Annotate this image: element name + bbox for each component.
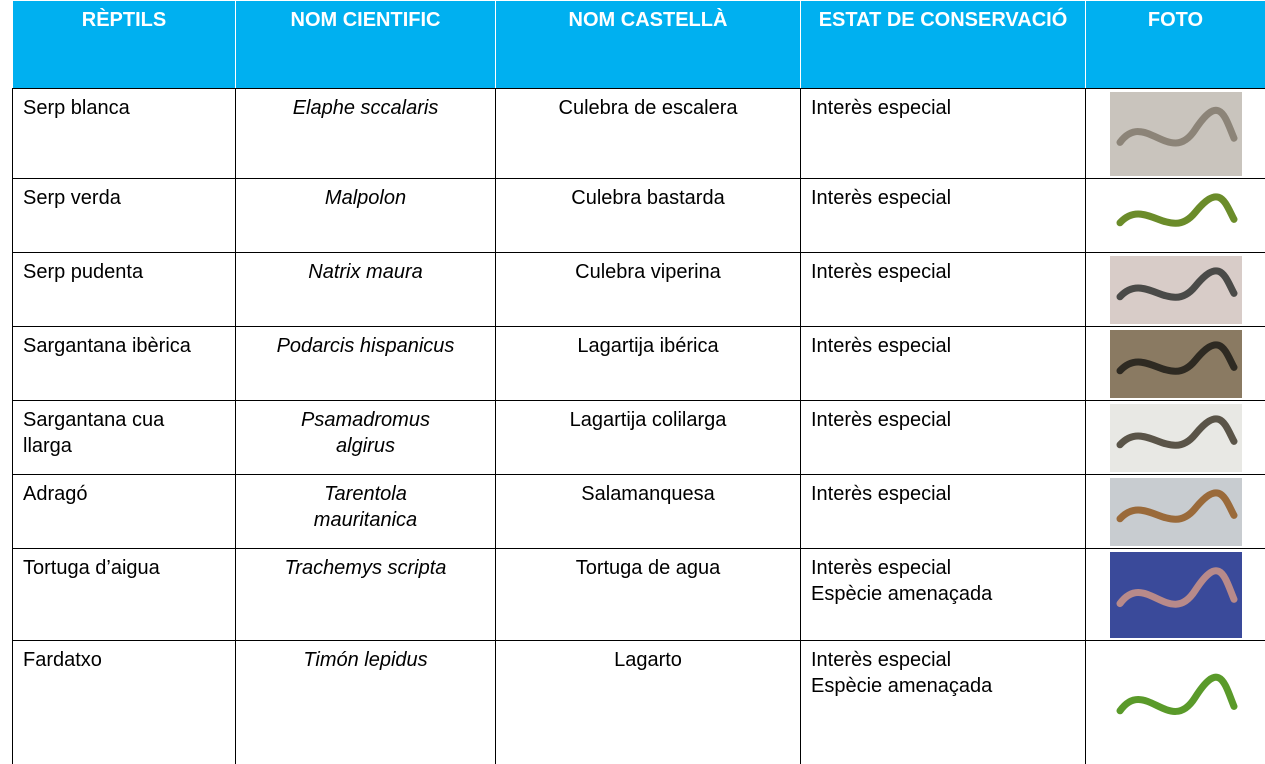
status-line: Espècie amenaçada	[811, 673, 1075, 699]
spanish-name: Lagarto	[496, 641, 801, 764]
header-cell: ESTAT DE CONSERVACIÓ	[801, 1, 1086, 89]
photo	[1110, 92, 1242, 176]
status-line: Interès especial	[811, 259, 1075, 285]
photo	[1110, 182, 1242, 250]
status-line: Interès especial	[811, 185, 1075, 211]
status-line: Interès especial	[811, 481, 1075, 507]
photo	[1110, 552, 1242, 638]
spanish-name: Lagartija colilarga	[496, 401, 801, 475]
spanish-name: Tortuga de agua	[496, 549, 801, 641]
photo-cell	[1086, 89, 1265, 179]
header-cell: RÈPTILS	[13, 1, 236, 89]
status-line: Espècie amenaçada	[811, 581, 1075, 607]
header-cell: FOTO	[1086, 1, 1265, 89]
scientific-name: Psamadromus algirus	[236, 401, 496, 475]
common-name: Sargantana cua llarga	[13, 401, 236, 475]
scientific-name: Timón lepidus	[236, 641, 496, 764]
photo-cell	[1086, 475, 1265, 549]
common-name: Adragó	[13, 475, 236, 549]
spanish-name: Salamanquesa	[496, 475, 801, 549]
photo-cell	[1086, 327, 1265, 401]
scientific-name: Trachemys scripta	[236, 549, 496, 641]
photo	[1110, 330, 1242, 398]
photo-cell	[1086, 179, 1265, 253]
spanish-name: Culebra de escalera	[496, 89, 801, 179]
conservation-status: Interès especial	[801, 179, 1086, 253]
status-line: Interès especial	[811, 333, 1075, 359]
common-name: Sargantana ibèrica	[13, 327, 236, 401]
conservation-status: Interès especial	[801, 327, 1086, 401]
conservation-status: Interès especial	[801, 401, 1086, 475]
scientific-name: Tarentola mauritanica	[236, 475, 496, 549]
photo-cell	[1086, 641, 1265, 764]
photo-cell	[1086, 549, 1265, 641]
scientific-name: Malpolon	[236, 179, 496, 253]
scientific-name: Podarcis hispanicus	[236, 327, 496, 401]
header-cell: NOM CASTELLÀ	[496, 1, 801, 89]
spanish-name: Lagartija ibérica	[496, 327, 801, 401]
photo-cell	[1086, 253, 1265, 327]
common-name: Serp verda	[13, 179, 236, 253]
status-line: Interès especial	[811, 407, 1075, 433]
status-line: Interès especial	[811, 647, 1075, 673]
photo	[1110, 404, 1242, 472]
photo	[1110, 658, 1242, 746]
conservation-status: Interès especial	[801, 253, 1086, 327]
common-name: Serp blanca	[13, 89, 236, 179]
photo	[1110, 478, 1242, 546]
spanish-name: Culebra viperina	[496, 253, 801, 327]
header-cell: NOM CIENTIFIC	[236, 1, 496, 89]
status-line: Interès especial	[811, 95, 1075, 121]
common-name: Serp pudenta	[13, 253, 236, 327]
scientific-name: Elaphe sccalaris	[236, 89, 496, 179]
conservation-status: Interès especial	[801, 475, 1086, 549]
status-line: Interès especial	[811, 555, 1075, 581]
common-name: Fardatxo	[13, 641, 236, 764]
conservation-status: Interès especial	[801, 89, 1086, 179]
scientific-name: Natrix maura	[236, 253, 496, 327]
photo-cell	[1086, 401, 1265, 475]
common-name: Tortuga d’aigua	[13, 549, 236, 641]
spanish-name: Culebra bastarda	[496, 179, 801, 253]
photo	[1110, 256, 1242, 324]
